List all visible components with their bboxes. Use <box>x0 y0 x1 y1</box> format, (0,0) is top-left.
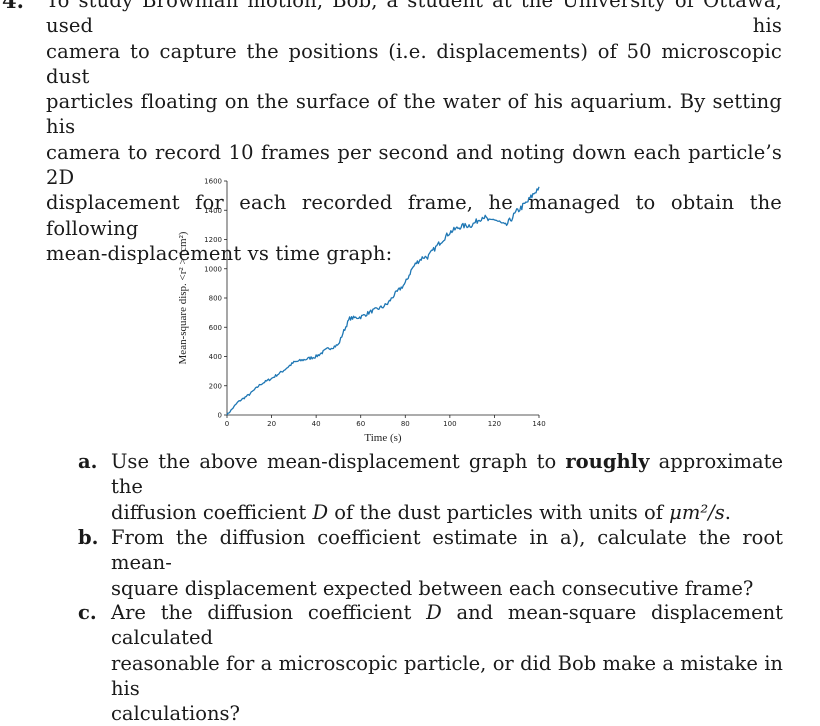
part-b-letter: b. <box>78 526 99 549</box>
y-tick-label: 200 <box>209 382 222 390</box>
y-tick-label: 1000 <box>204 265 222 273</box>
variable-D: D <box>312 500 329 524</box>
part-b-line-2: square displacement expected between eac… <box>111 576 754 600</box>
msd-series-line <box>226 186 540 416</box>
question-line: displacement for each recorded frame, he… <box>46 191 782 240</box>
emphasis-roughly: roughly <box>565 450 650 473</box>
x-tick-label: 80 <box>401 420 410 428</box>
part-a-line-1: Use the above mean-displacement graph to… <box>111 450 783 499</box>
question-line: camera to capture the positions (i.e. di… <box>46 39 782 88</box>
question-number: 4. <box>2 0 24 13</box>
y-tick-label: 600 <box>209 324 222 332</box>
y-axis-label: Mean-square disp. <r² > (cm²) <box>177 231 189 364</box>
part-c-line-2: reasonable for a microscopic particle, o… <box>111 651 783 700</box>
x-axis-label: Time (s) <box>364 432 402 444</box>
y-tick-label: 1400 <box>204 207 222 215</box>
question-line: particles floating on the surface of the… <box>46 90 782 139</box>
x-tick-label: 20 <box>267 420 276 428</box>
part-b-text: From the diffusion coefficient estimate … <box>111 525 783 601</box>
y-tick-label: 0 <box>218 412 222 420</box>
y-tick-label: 800 <box>209 295 222 303</box>
y-tick-label: 1200 <box>204 236 222 244</box>
msd-chart: 0 20 40 60 80 100 120 1400200400600800100012001… <box>177 178 546 445</box>
chart-axes <box>226 181 539 416</box>
question-line: camera to record 10 frames per second an… <box>46 140 782 190</box>
x-tick-label: 120 <box>488 420 501 428</box>
chart-ticks: 0 20 40 60 80 100 120 1400200400600800100012001… <box>204 178 546 429</box>
x-tick-label: 140 <box>532 420 545 428</box>
question-line: mean-displacement vs time graph: <box>46 241 393 265</box>
x-tick-label: 0 <box>225 420 229 428</box>
part-a-letter: a. <box>78 450 98 473</box>
part-c-line-1: Are the diffusion coefficient D and mean… <box>111 601 784 650</box>
part-c-text: Are the diffusion coefficient D and mean… <box>111 600 783 726</box>
question-line: To study Brownian motion, Bob, a student… <box>46 0 782 38</box>
units-expression: μm²/s <box>669 500 725 524</box>
part-c-line-3: calculations? <box>111 702 240 726</box>
question-text: To study Brownian motion, Bob, a student… <box>46 0 782 266</box>
x-tick-label: 100 <box>443 420 456 428</box>
part-a-text: Use the above mean-displacement graph to… <box>111 449 783 525</box>
part-a-line-2: diffusion coefficient D of the dust part… <box>111 500 731 524</box>
variable-D: D <box>426 601 442 624</box>
part-c-letter: c. <box>78 601 97 624</box>
y-tick-label: 400 <box>209 353 222 361</box>
y-tick-label: 1600 <box>204 178 222 186</box>
x-tick-label: 40 <box>312 420 321 428</box>
part-b-line-1: From the diffusion coefficient estimate … <box>111 526 783 575</box>
x-tick-label: 60 <box>356 420 365 428</box>
